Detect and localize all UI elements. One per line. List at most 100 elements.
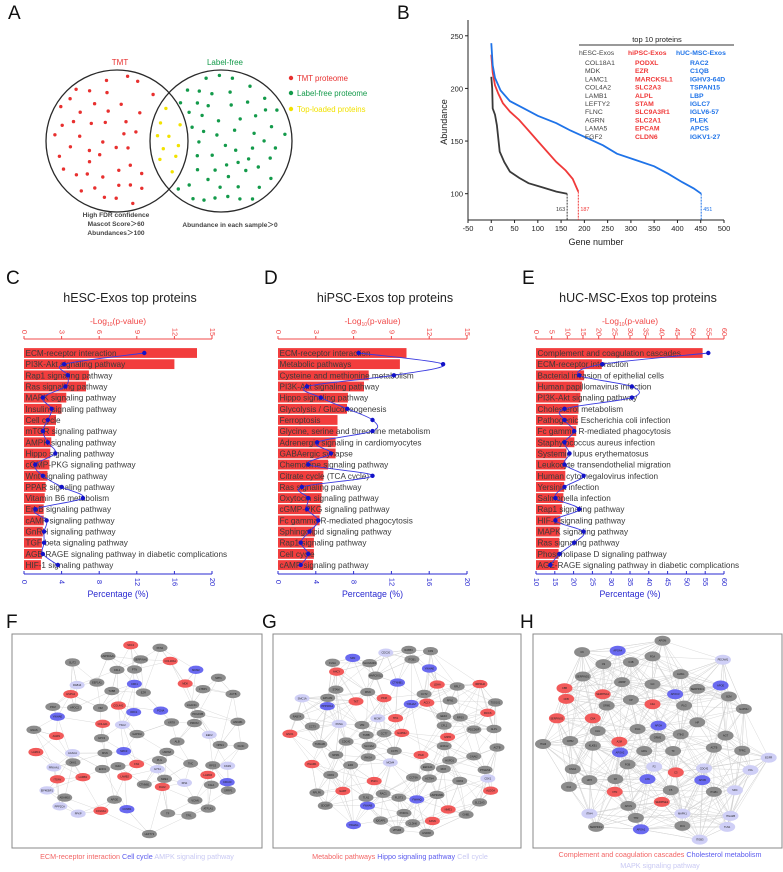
network-node: ENO1 bbox=[94, 764, 110, 774]
node-shape bbox=[452, 776, 468, 786]
pvalue-dot bbox=[581, 529, 586, 534]
pvalue-dot bbox=[65, 373, 71, 378]
node-shape bbox=[644, 679, 661, 690]
network-node: ITGB1 bbox=[404, 655, 420, 664]
network-edge bbox=[397, 649, 409, 683]
top10-protein: IGLV6-57 bbox=[690, 109, 719, 116]
category-label: Staphylococcus aureus infection bbox=[538, 438, 656, 447]
percentage-bar bbox=[278, 348, 407, 358]
pvalue-dot bbox=[600, 362, 605, 367]
node-label: PODXL bbox=[400, 811, 409, 815]
network-node: RPS3 bbox=[205, 761, 221, 770]
node-label: SLIT2 bbox=[69, 660, 76, 664]
node-label: TFRC bbox=[739, 749, 746, 753]
node-label: MCM4 bbox=[386, 761, 394, 765]
pvalue-dot bbox=[306, 551, 311, 557]
node-shape bbox=[151, 756, 167, 765]
percentage-bar bbox=[278, 426, 338, 437]
network-edge bbox=[635, 779, 648, 818]
pvalue-dot bbox=[45, 440, 50, 445]
network-edge bbox=[316, 792, 354, 826]
network-edge bbox=[652, 656, 676, 695]
bottom-tick-label: 12 bbox=[387, 578, 396, 586]
network-node: CCT5 bbox=[386, 746, 402, 756]
percentage-bar bbox=[24, 437, 52, 448]
network-edge bbox=[661, 750, 674, 802]
node-shape bbox=[157, 774, 172, 783]
network-node: PGK1 bbox=[366, 776, 382, 786]
network-edge bbox=[57, 716, 103, 724]
network-edge bbox=[542, 694, 603, 745]
pvalue-dot bbox=[370, 473, 375, 478]
network-edge bbox=[630, 699, 659, 726]
panel-label-d: D bbox=[264, 268, 278, 289]
node-shape bbox=[149, 765, 165, 774]
top-tick-label: 0 bbox=[274, 330, 283, 334]
node-label: IRS1 bbox=[182, 781, 188, 785]
bottom-tick-label: 8 bbox=[95, 580, 104, 584]
node-shape bbox=[654, 635, 671, 646]
tmt-protein-dot bbox=[151, 92, 155, 97]
pvalue-dot bbox=[572, 540, 577, 545]
category-label: Rap1 signaling pathway bbox=[280, 539, 368, 548]
network-node: GPC3 bbox=[94, 734, 109, 743]
node-label: COL4A1 bbox=[98, 722, 109, 726]
network-node: AMBP bbox=[614, 677, 630, 688]
node-shape bbox=[717, 730, 734, 741]
percentage-bar bbox=[24, 560, 41, 570]
top-tick-label: 55 bbox=[704, 328, 713, 336]
percentage-bar bbox=[536, 560, 558, 570]
label-free-protein-dot bbox=[204, 76, 208, 80]
node-label: SERPING1 bbox=[550, 716, 564, 720]
percentage-bar bbox=[24, 403, 62, 414]
node-label: C9 bbox=[602, 662, 606, 666]
network-edge bbox=[385, 652, 398, 683]
pvalue-dot bbox=[307, 529, 312, 534]
node-label: MCM7 bbox=[374, 716, 382, 720]
network-node: NME1 bbox=[440, 805, 456, 814]
node-label: KNG1 bbox=[569, 767, 577, 771]
percentage-bar bbox=[536, 548, 559, 559]
percentage-bar bbox=[536, 526, 560, 537]
percentage-bar bbox=[278, 526, 315, 537]
percentage-bar bbox=[24, 537, 42, 548]
node-label: IQGAP1 bbox=[376, 819, 386, 823]
top10-table-title: top 10 proteins bbox=[632, 35, 682, 44]
percentage-bar bbox=[278, 392, 348, 403]
node-shape bbox=[52, 802, 68, 811]
network-node: KRT8 bbox=[164, 718, 179, 727]
y-axis-title: Abundance bbox=[439, 99, 449, 145]
node-label: KAL1 bbox=[208, 783, 215, 787]
network-edge bbox=[57, 753, 73, 780]
network-edge bbox=[670, 790, 683, 826]
node-shape bbox=[584, 740, 601, 751]
network-edge bbox=[197, 714, 221, 746]
category-label: ECM-receptor interaction bbox=[538, 360, 629, 369]
network-node: MAPK1 bbox=[674, 808, 691, 819]
node-label: CDC20 bbox=[382, 651, 391, 655]
node-label: HSPA8 bbox=[163, 750, 172, 754]
network-edge bbox=[330, 774, 367, 798]
node-label: SMC3 bbox=[120, 749, 128, 753]
network-node: APOC2 bbox=[67, 703, 82, 712]
node-label: PECAM1 bbox=[718, 658, 729, 662]
node-label: ITGB1 bbox=[710, 790, 718, 794]
node-label: F12 bbox=[567, 785, 572, 789]
network-node: STAM bbox=[328, 685, 344, 694]
network-edge bbox=[96, 656, 109, 683]
network-edge bbox=[628, 772, 676, 807]
node-label: F2 bbox=[653, 765, 657, 769]
tmt-criterion: Mascot Score＞60 bbox=[88, 220, 145, 228]
node-shape bbox=[109, 665, 125, 675]
pvalue-dot bbox=[562, 406, 567, 411]
node-shape bbox=[373, 816, 389, 825]
network-edge bbox=[542, 743, 621, 753]
legend-item: Cell cycle bbox=[457, 852, 488, 861]
tmt-protein-dot bbox=[140, 186, 144, 190]
network-node: HSPA8 bbox=[419, 828, 435, 838]
pvalue-dot bbox=[49, 406, 54, 411]
network-node: TF bbox=[665, 746, 682, 756]
network-edge bbox=[336, 671, 368, 693]
node-label: NPM1 bbox=[217, 743, 225, 747]
node-shape bbox=[335, 786, 351, 796]
